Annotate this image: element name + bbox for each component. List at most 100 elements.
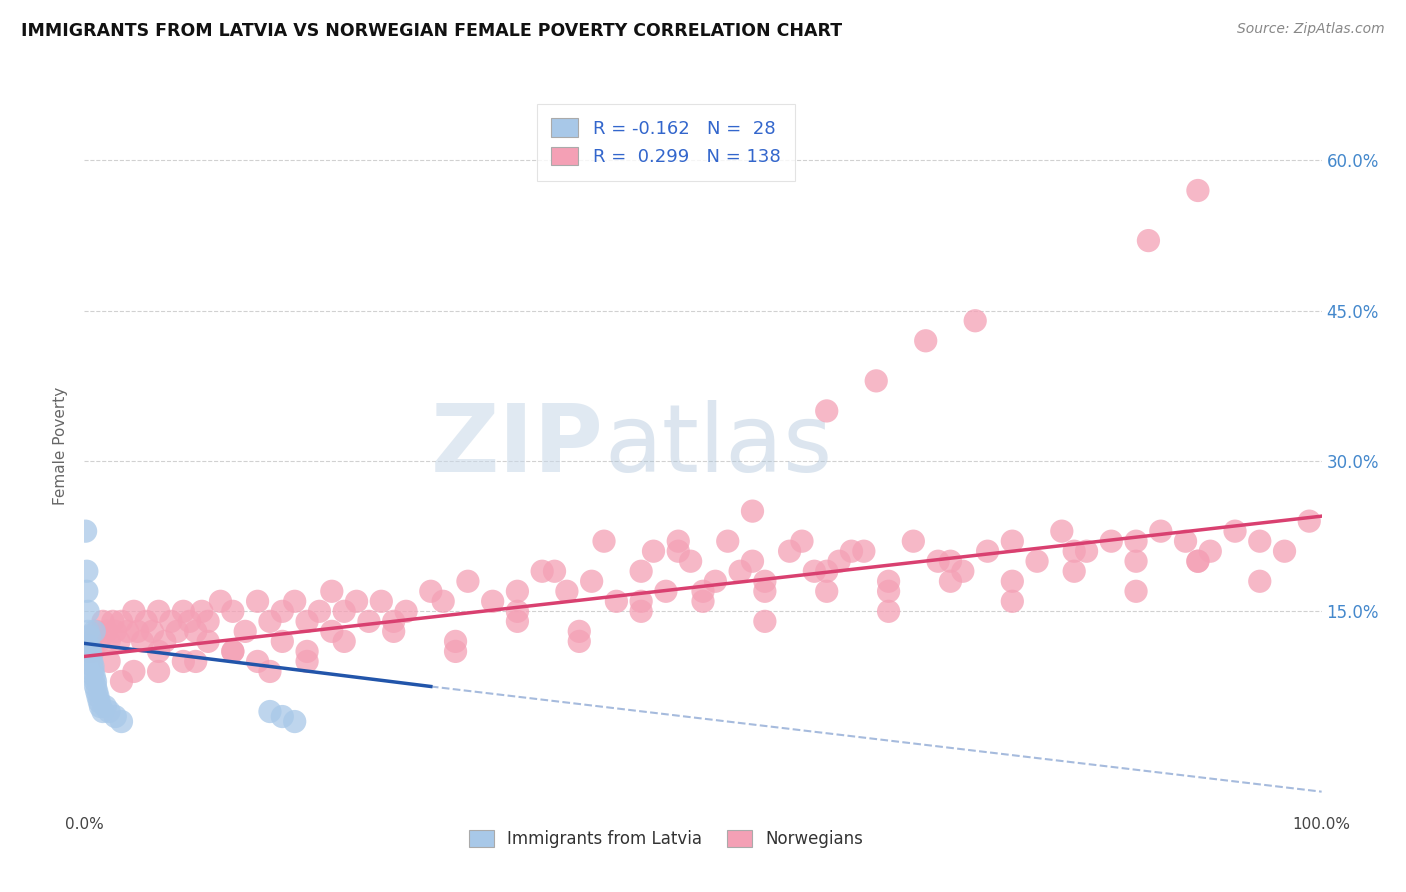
Point bbox=[1137, 234, 1160, 248]
Point bbox=[191, 604, 214, 618]
Point bbox=[259, 705, 281, 719]
Point bbox=[222, 644, 245, 658]
Point bbox=[568, 634, 591, 648]
Point bbox=[197, 634, 219, 648]
Point bbox=[96, 624, 118, 639]
Point bbox=[630, 594, 652, 608]
Point bbox=[877, 574, 900, 589]
Point bbox=[110, 714, 132, 729]
Point bbox=[295, 615, 318, 629]
Point bbox=[98, 655, 121, 669]
Point bbox=[184, 655, 207, 669]
Point bbox=[76, 564, 98, 578]
Point bbox=[1298, 514, 1320, 528]
Point bbox=[1187, 554, 1209, 568]
Point bbox=[841, 544, 863, 558]
Point bbox=[148, 665, 170, 679]
Point bbox=[754, 574, 776, 589]
Point bbox=[1223, 524, 1246, 538]
Point bbox=[83, 624, 105, 639]
Y-axis label: Female Poverty: Female Poverty bbox=[53, 387, 69, 505]
Point bbox=[209, 594, 232, 608]
Point bbox=[593, 534, 616, 549]
Point bbox=[815, 404, 838, 418]
Point bbox=[79, 644, 101, 658]
Point bbox=[815, 584, 838, 599]
Point bbox=[321, 624, 343, 639]
Point bbox=[655, 584, 678, 599]
Point bbox=[77, 624, 100, 639]
Point bbox=[295, 655, 318, 669]
Point bbox=[94, 699, 117, 714]
Point bbox=[457, 574, 479, 589]
Point bbox=[91, 705, 114, 719]
Point bbox=[506, 584, 529, 599]
Point bbox=[741, 504, 763, 518]
Point bbox=[271, 634, 294, 648]
Point bbox=[728, 564, 751, 578]
Point bbox=[83, 669, 105, 683]
Point bbox=[91, 615, 114, 629]
Point bbox=[148, 644, 170, 658]
Point bbox=[976, 544, 998, 558]
Point bbox=[1150, 524, 1173, 538]
Point bbox=[630, 604, 652, 618]
Point bbox=[1063, 544, 1085, 558]
Point bbox=[89, 694, 111, 708]
Point bbox=[89, 634, 111, 648]
Point bbox=[877, 604, 900, 618]
Point bbox=[1187, 554, 1209, 568]
Text: IMMIGRANTS FROM LATVIA VS NORWEGIAN FEMALE POVERTY CORRELATION CHART: IMMIGRANTS FROM LATVIA VS NORWEGIAN FEMA… bbox=[21, 22, 842, 40]
Point bbox=[131, 634, 153, 648]
Point bbox=[172, 604, 194, 618]
Point bbox=[790, 534, 813, 549]
Point bbox=[259, 615, 281, 629]
Text: Source: ZipAtlas.com: Source: ZipAtlas.com bbox=[1237, 22, 1385, 37]
Point bbox=[346, 594, 368, 608]
Point bbox=[803, 564, 825, 578]
Point bbox=[101, 615, 124, 629]
Point bbox=[117, 624, 139, 639]
Point bbox=[321, 584, 343, 599]
Point bbox=[79, 634, 101, 648]
Point bbox=[184, 624, 207, 639]
Point bbox=[108, 634, 131, 648]
Point bbox=[233, 624, 256, 639]
Point bbox=[1174, 534, 1197, 549]
Point bbox=[531, 564, 554, 578]
Point bbox=[1001, 574, 1024, 589]
Point bbox=[1001, 534, 1024, 549]
Point bbox=[104, 709, 127, 723]
Point bbox=[754, 584, 776, 599]
Point bbox=[333, 604, 356, 618]
Point bbox=[1187, 184, 1209, 198]
Point bbox=[952, 564, 974, 578]
Point bbox=[444, 644, 467, 658]
Legend: Immigrants from Latvia, Norwegians: Immigrants from Latvia, Norwegians bbox=[463, 823, 870, 855]
Point bbox=[1249, 574, 1271, 589]
Point bbox=[77, 604, 100, 618]
Point bbox=[1199, 544, 1222, 558]
Point bbox=[754, 615, 776, 629]
Text: ZIP: ZIP bbox=[432, 400, 605, 492]
Point bbox=[939, 574, 962, 589]
Point bbox=[79, 649, 101, 664]
Point bbox=[666, 534, 689, 549]
Point bbox=[76, 584, 98, 599]
Point bbox=[555, 584, 578, 599]
Point bbox=[630, 564, 652, 578]
Point bbox=[1125, 554, 1147, 568]
Point bbox=[222, 604, 245, 618]
Point bbox=[357, 615, 380, 629]
Point bbox=[741, 554, 763, 568]
Point bbox=[1050, 524, 1073, 538]
Point bbox=[865, 374, 887, 388]
Point bbox=[852, 544, 875, 558]
Point bbox=[692, 584, 714, 599]
Point bbox=[122, 604, 145, 618]
Point bbox=[643, 544, 665, 558]
Point bbox=[246, 594, 269, 608]
Point bbox=[568, 624, 591, 639]
Point bbox=[172, 655, 194, 669]
Point bbox=[506, 604, 529, 618]
